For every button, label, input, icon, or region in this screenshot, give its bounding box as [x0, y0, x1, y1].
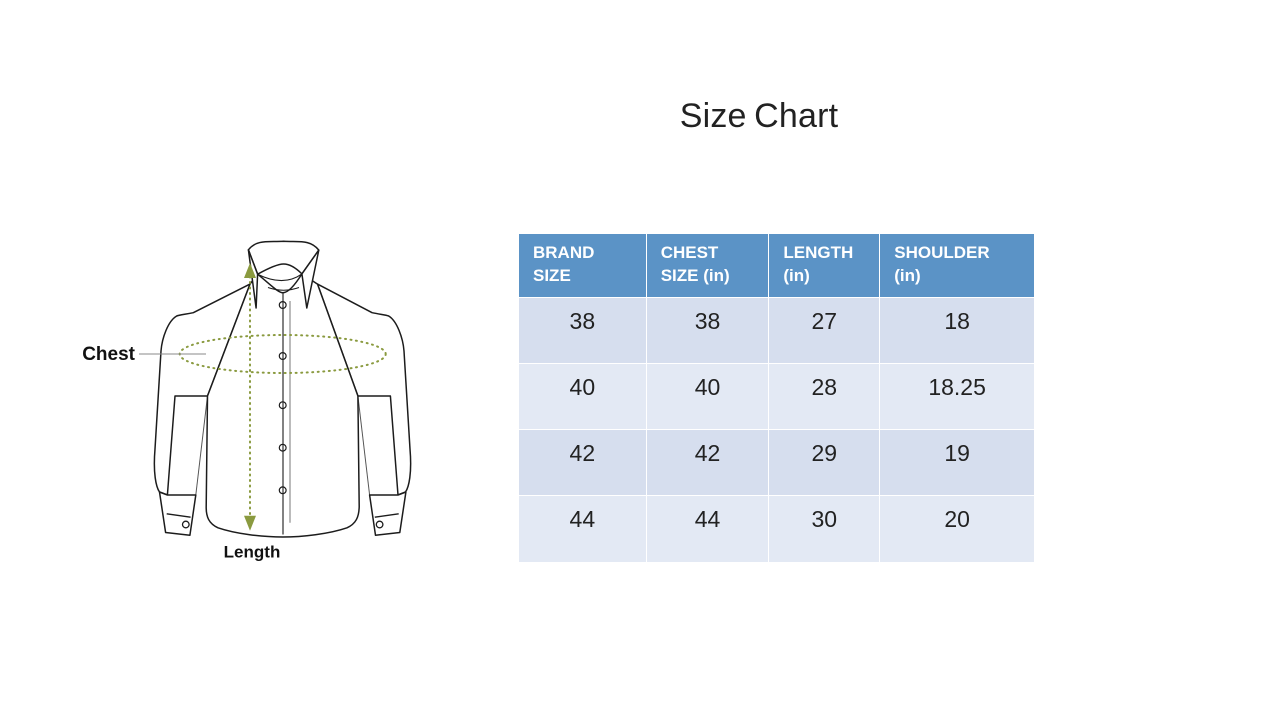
svg-text:Length: Length — [224, 542, 281, 561]
svg-text:Chest: Chest — [82, 344, 135, 365]
